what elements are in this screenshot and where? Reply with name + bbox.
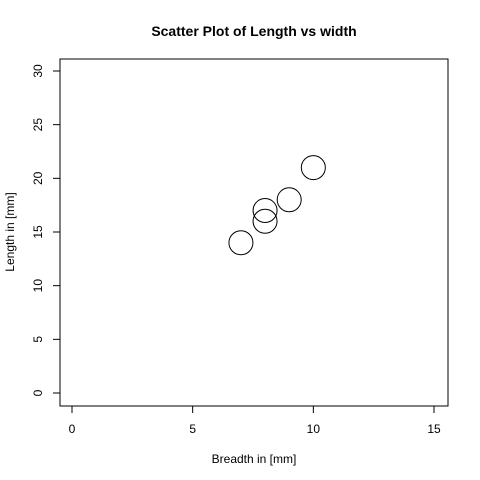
x-tick-label: 5 <box>189 422 196 436</box>
y-axis-label: Length in [mm] <box>3 192 17 271</box>
y-tick-label: 0 <box>31 389 45 396</box>
y-tick-label: 5 <box>31 336 45 343</box>
x-tick-label: 15 <box>427 422 441 436</box>
scatter-point-1 <box>252 208 278 234</box>
x-axis: 0 5 10 15 <box>69 405 441 436</box>
y-tick-label: 15 <box>31 225 45 239</box>
scatter-point-3 <box>276 187 302 213</box>
data-points <box>228 155 326 256</box>
y-tick-label: 30 <box>31 64 45 78</box>
y-axis: 0 5 10 15 20 25 30 <box>31 64 61 396</box>
scatter-point-0 <box>228 230 254 256</box>
scatter-point-2 <box>252 198 278 224</box>
x-tick-label: 10 <box>307 422 321 436</box>
x-tick-label: 0 <box>69 422 76 436</box>
y-tick-label: 10 <box>31 279 45 293</box>
y-tick-label: 20 <box>31 171 45 185</box>
plot-box <box>59 58 449 407</box>
chart-title: Scatter Plot of Length vs width <box>151 23 356 39</box>
scatter-point-4 <box>300 155 326 181</box>
x-axis-label: Breadth in [mm] <box>212 452 297 466</box>
y-tick-label: 25 <box>31 118 45 132</box>
